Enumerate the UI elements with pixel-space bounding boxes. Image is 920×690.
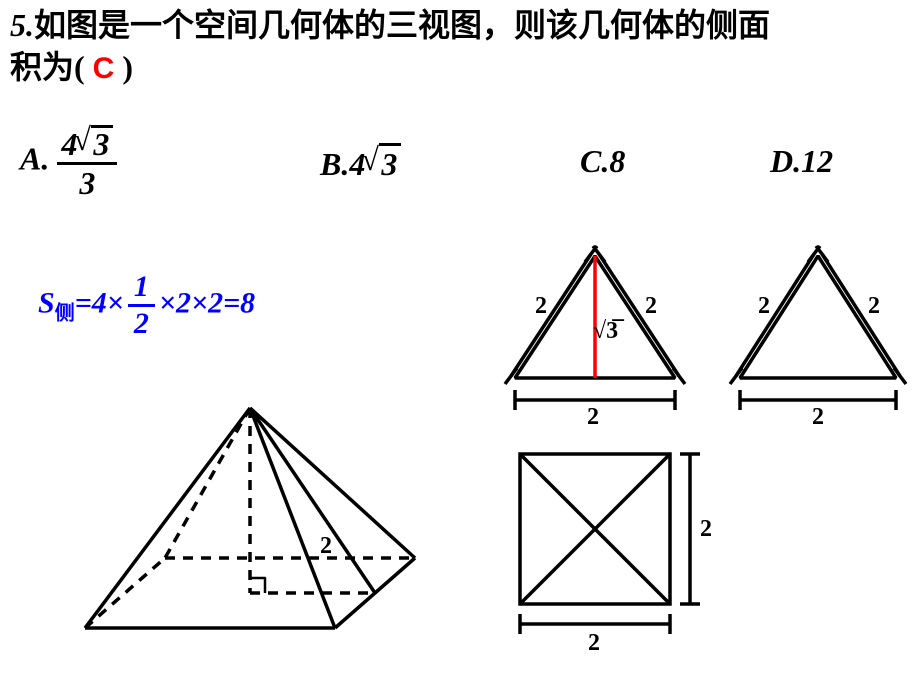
option-d: D.12 [770, 143, 833, 180]
option-b: B.43 [320, 143, 401, 183]
lateral-area-formula: S侧=4×12×2×2=8 [38, 272, 255, 339]
front-left-side-label: 2 [535, 293, 547, 319]
question-line2-suffix: ) [122, 49, 133, 85]
question-text: 5.如图是一个空间几何体的三视图，则该几何体的侧面 积为( C ) [10, 4, 910, 90]
option-c: C.8 [580, 143, 625, 180]
top-bottom-label: 2 [588, 630, 600, 656]
option-d-value: 12 [801, 143, 833, 179]
front-height-label: √3̅ [593, 318, 625, 344]
page-root: 5.如图是一个空间几何体的三视图，则该几何体的侧面 积为( C ) A. 43 … [0, 0, 920, 690]
option-a: A. 43 3 [20, 125, 117, 199]
side-left-label: 2 [758, 293, 770, 319]
formula-frac: 12 [128, 272, 155, 339]
top-view-square: 2 2 [500, 444, 720, 664]
question-line1: 如图是一个空间几何体的三视图，则该几何体的侧面 [34, 7, 770, 43]
front-view-triangle: 2 2 2 √3̅ [485, 238, 705, 428]
option-a-value: 43 3 [57, 125, 117, 199]
question-line2-prefix: 积为( [10, 49, 85, 85]
front-right-side-label: 2 [645, 293, 657, 319]
question-number: 5. [10, 7, 34, 43]
option-c-value: 8 [609, 143, 625, 179]
pyramid-3d: 2 [55, 378, 435, 678]
side-right-label: 2 [868, 293, 880, 319]
answer-letter: C [93, 52, 115, 85]
front-base-label: 2 [587, 404, 599, 428]
option-b-label: B. [320, 146, 349, 182]
option-b-sqrt: 3 [365, 143, 401, 183]
formula-sub: 侧 [55, 302, 75, 324]
option-d-label: D. [770, 143, 801, 179]
formula-rhs-mid: ×2×2=8 [159, 286, 255, 319]
formula-lhs: S [38, 286, 55, 319]
option-c-label: C. [580, 143, 609, 179]
side-view-triangle: 2 2 2 [718, 238, 918, 428]
pyramid-slant-label: 2 [320, 533, 332, 559]
top-right-label: 2 [700, 516, 712, 542]
side-base-label: 2 [812, 404, 824, 428]
option-a-label: A. [20, 140, 49, 176]
formula-rhs-prefix: =4× [75, 286, 124, 319]
